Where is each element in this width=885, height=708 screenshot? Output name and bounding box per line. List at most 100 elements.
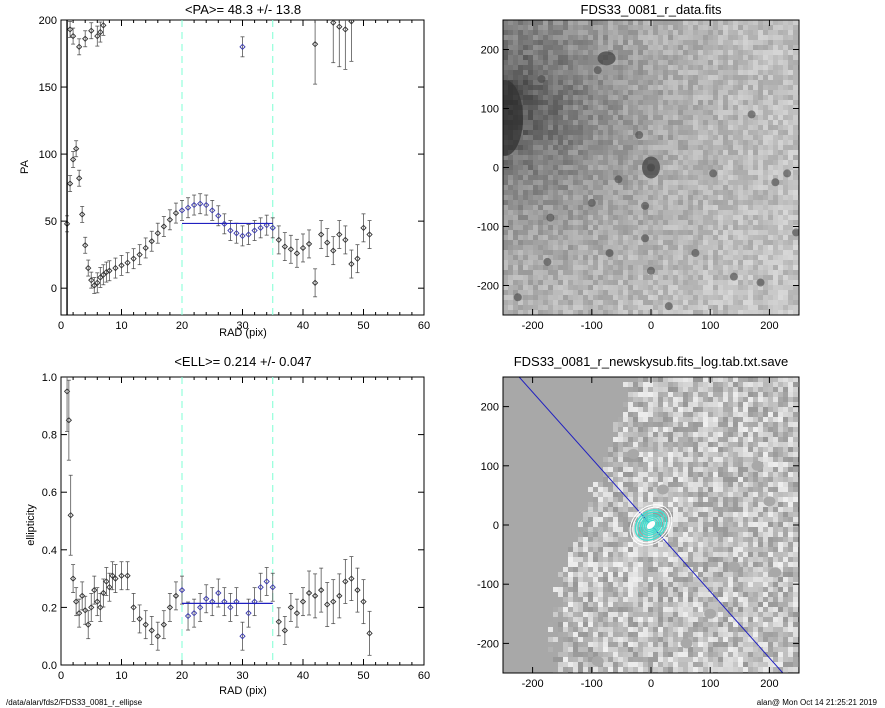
data-image-pixel (613, 165, 618, 170)
data-image-pixel (788, 50, 793, 55)
data-image-pixel (543, 180, 548, 185)
data-image-pixel (678, 130, 683, 135)
skysub-image-pixel (633, 382, 638, 387)
skysub-image-pixel (793, 407, 798, 412)
data-image-pixel (633, 100, 638, 105)
data-image-pixel (588, 120, 593, 125)
data-image-pixel (553, 75, 558, 80)
data-image-pixel (518, 300, 523, 305)
skysub-image-pixel (618, 412, 623, 417)
skysub-image-pixel (598, 392, 603, 397)
data-image-pixel (538, 240, 543, 245)
ell-data-point (172, 592, 180, 600)
data-image-pixel (568, 200, 573, 205)
data-image-pixel (528, 290, 533, 295)
data-image-pixel (793, 310, 798, 315)
data-image-pixel (733, 50, 738, 55)
skysub-image-pixel (788, 422, 793, 427)
data-image-pixel (543, 240, 548, 245)
skysub-image-pixel (573, 402, 578, 407)
data-image-pixel (558, 180, 563, 185)
data-image-pixel (603, 110, 608, 115)
ell-data-point (330, 598, 337, 605)
skysub-image-pixel (778, 402, 783, 407)
data-image-pixel (613, 155, 618, 160)
data-image-pixel (653, 265, 658, 270)
data-image-pixel (613, 310, 618, 315)
data-image-pixel (703, 30, 708, 35)
data-image-pixel (708, 280, 713, 285)
data-image-pixel (723, 105, 728, 110)
data-image-pixel (658, 85, 663, 90)
data-image-pixel (598, 175, 603, 180)
data-image-pixel (633, 130, 638, 135)
data-image-pixel (613, 40, 618, 45)
data-image-pixel (678, 100, 683, 105)
data-image-pixel (708, 45, 713, 50)
data-image-pixel (673, 55, 678, 60)
data-image-pixel (763, 205, 768, 210)
data-image-pixel (533, 20, 538, 25)
data-image-pixel (773, 30, 778, 35)
data-image-pixel (643, 260, 648, 265)
data-image-pixel (788, 80, 793, 85)
data-image-pixel (528, 270, 533, 275)
data-image-pixel (688, 210, 693, 215)
skysub-image-pixel (608, 392, 613, 397)
skysub-image-pixel (753, 412, 758, 417)
ell-data-point (166, 604, 174, 611)
data-image-pixel (558, 150, 563, 155)
data-image-pixel (593, 170, 598, 175)
data-image-pixel (618, 30, 623, 35)
data-image-pixel (538, 150, 543, 155)
ell-x-tick-label: 50 (357, 670, 369, 682)
data-image-pixel (598, 310, 603, 315)
skysub-image-pixel (728, 412, 733, 417)
data-image-pixel (683, 130, 688, 135)
data-image-pixel (663, 85, 668, 90)
data-image-pixel (773, 120, 778, 125)
data-image-pixel (698, 290, 703, 295)
data-image-pixel (723, 135, 728, 140)
skysub-image-pixel (518, 422, 523, 427)
skysub-image-pixel (628, 412, 633, 417)
data-image-pixel (783, 80, 788, 85)
data-image-pixel (768, 305, 773, 310)
data-image-pixel (543, 135, 548, 140)
data-image-pixel (508, 295, 513, 300)
data-image-pixel (703, 25, 708, 30)
data-image-pixel (793, 135, 798, 140)
data-image-pixel (788, 155, 793, 160)
data-image-pixel (573, 50, 578, 55)
data-image-pixel (643, 195, 648, 200)
data-image-pixel (783, 145, 788, 150)
data-image-pixel (693, 160, 698, 165)
data-image-pixel (608, 165, 613, 170)
data-image-pixel (613, 125, 618, 130)
data-image-pixel (648, 230, 653, 235)
data-image-pixel (593, 290, 598, 295)
data-image-x-tick-label: -200 (522, 320, 544, 332)
pa-data-point (94, 279, 101, 286)
skysub-image-pixel (698, 397, 703, 402)
data-image-pixel (733, 70, 738, 75)
skysub-image-pixel (773, 377, 778, 382)
data-image-pixel (548, 295, 553, 300)
data-image-pixel (783, 305, 788, 310)
data-image-pixel (563, 280, 568, 285)
data-image-pixel (553, 125, 558, 130)
data-image-pixel (643, 60, 648, 65)
skysub-image-pixel (593, 387, 598, 392)
data-image-pixel (568, 230, 573, 235)
skysub-image-pixel (603, 407, 608, 412)
data-image-pixel (583, 105, 588, 110)
data-image-pixel (588, 170, 593, 175)
data-image-pixel (758, 135, 763, 140)
data-image-pixel (773, 200, 778, 205)
data-image-pixel (633, 230, 638, 235)
data-image-pixel (728, 120, 733, 125)
data-image-pixel (588, 235, 593, 240)
data-image-pixel (508, 50, 513, 55)
data-image-pixel (748, 230, 753, 235)
data-image-pixel (628, 310, 633, 315)
